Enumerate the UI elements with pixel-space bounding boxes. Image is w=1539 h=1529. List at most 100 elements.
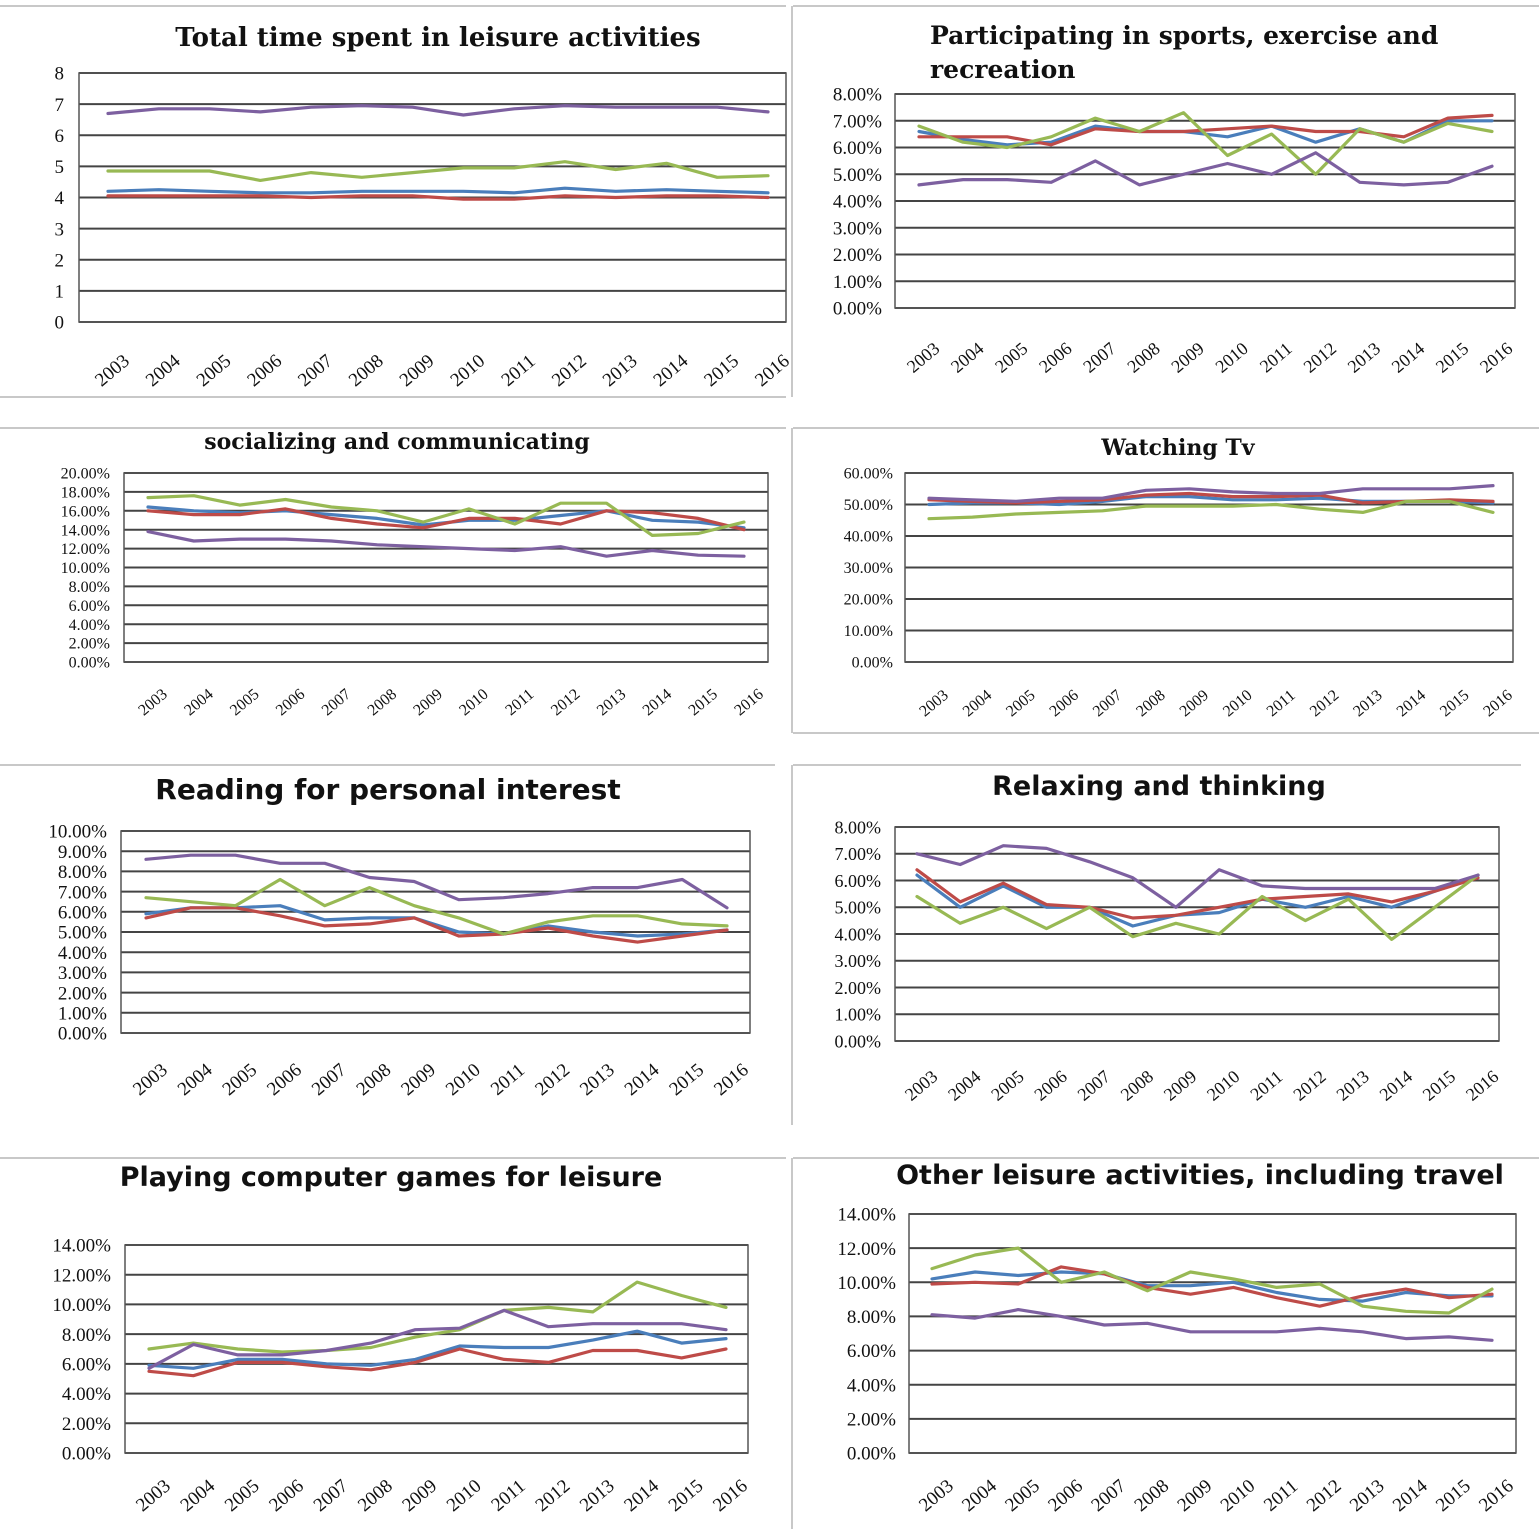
x-tick-label: 2010 xyxy=(442,1060,485,1101)
plot-frame xyxy=(124,1244,749,1454)
x-tick-label: 2005 xyxy=(193,351,236,392)
y-tick-label: 6.00% xyxy=(847,1341,896,1362)
x-tick-label: 2013 xyxy=(1350,687,1385,721)
y-tick-label: 4.00% xyxy=(62,1384,111,1405)
x-tick-label: 2013 xyxy=(1344,338,1384,376)
y-tick-label: 4.00% xyxy=(847,1375,896,1396)
x-tick-label: 2008 xyxy=(1133,687,1168,721)
series-line-red xyxy=(915,868,1480,920)
x-tick-label: 2009 xyxy=(1174,1476,1217,1517)
x-tick-label: 2005 xyxy=(991,338,1031,376)
x-tick-label: 2012 xyxy=(1300,338,1340,376)
y-tick-label: 6 xyxy=(55,126,65,147)
x-tick-label: 2004 xyxy=(174,1059,217,1100)
chart-title: Other leisure activities, including trav… xyxy=(896,1160,1504,1191)
x-tick-label: 2007 xyxy=(308,1060,351,1101)
x-tick-label: 2012 xyxy=(532,1476,575,1517)
y-tick-label: 0.00% xyxy=(69,655,110,672)
series-line-red xyxy=(930,1265,1494,1308)
y-tick-label: 5.00% xyxy=(58,923,107,944)
y-tick-label: 4 xyxy=(55,188,65,209)
series-line-purple xyxy=(917,151,1494,187)
series-line-blue xyxy=(930,1270,1494,1303)
y-tick-label: 14.00% xyxy=(52,1236,111,1257)
x-tick-label: 2005 xyxy=(987,1066,1027,1104)
x-tick-label: 2014 xyxy=(640,686,675,720)
x-tick-label: 2006 xyxy=(1047,687,1082,721)
series-line-red xyxy=(146,507,746,532)
y-tick-label: 16.00% xyxy=(61,503,110,520)
y-tick-label: 0.00% xyxy=(833,299,882,320)
x-tick-label: 2011 xyxy=(1246,1066,1286,1104)
y-tick-label: 50.00% xyxy=(844,497,893,514)
x-tick-label: 2016 xyxy=(710,1060,753,1101)
plot-frame xyxy=(123,472,769,663)
x-tick-label: 2014 xyxy=(650,350,693,391)
x-tick-label: 2016 xyxy=(1462,1066,1502,1104)
x-tick-label: 2006 xyxy=(273,686,308,720)
x-tick-label: 2013 xyxy=(1332,1066,1372,1104)
x-tick-label: 2004 xyxy=(142,350,185,391)
y-tick-label: 40.00% xyxy=(844,529,893,546)
y-tick-label: 0.00% xyxy=(835,1031,882,1051)
series-line-purple xyxy=(146,529,746,558)
y-tick-label: 5.00% xyxy=(833,165,882,186)
chart-panel-3: socializing and communicating 0.00% 2.00% 4… xyxy=(61,429,769,720)
x-tick-label: 2014 xyxy=(1388,338,1428,376)
series-line-red xyxy=(144,906,729,944)
y-tick-label: 8.00% xyxy=(833,85,882,106)
x-tick-label: 2004 xyxy=(944,1066,984,1104)
series-line-green xyxy=(146,494,746,538)
x-tick-label: 2006 xyxy=(265,1476,308,1517)
x-tick-label: 2008 xyxy=(353,1060,396,1101)
x-tick-label: 2011 xyxy=(487,1060,529,1100)
y-tick-label: 1.00% xyxy=(833,272,882,293)
y-tick-label: 2.00% xyxy=(69,636,110,653)
x-tick-label: 2011 xyxy=(1264,687,1299,720)
y-tick-label: 6.00% xyxy=(69,598,110,615)
x-tick-label: 2011 xyxy=(502,686,537,719)
x-tick-label: 2014 xyxy=(621,1059,664,1100)
x-tick-label: 2003 xyxy=(916,687,951,721)
series-line-purple xyxy=(144,853,729,910)
x-tick-label: 2008 xyxy=(1117,1066,1157,1104)
x-tick-label: 2007 xyxy=(1079,338,1119,376)
y-tick-label: 5 xyxy=(55,157,65,178)
x-tick-label: 2005 xyxy=(227,686,262,720)
x-tick-label: 2014 xyxy=(620,1475,663,1516)
series-line-red xyxy=(917,113,1494,147)
chart-title: Reading for personal interest xyxy=(155,773,620,806)
x-tick-label: 2008 xyxy=(365,686,400,720)
series-line-green xyxy=(927,499,1495,521)
y-tick-label: 14.00% xyxy=(61,522,110,539)
y-tick-label: 12.00% xyxy=(52,1265,111,1286)
series-line-green xyxy=(930,1246,1494,1315)
x-tick-label: 2009 xyxy=(396,351,439,392)
x-tick-label: 2008 xyxy=(1123,338,1163,376)
x-tick-label: 2010 xyxy=(1211,338,1251,376)
x-tick-label: 2016 xyxy=(709,1476,752,1517)
x-tick-label: 2005 xyxy=(1003,687,1038,721)
x-tick-label: 2014 xyxy=(1394,687,1429,721)
x-tick-label: 2013 xyxy=(576,1476,619,1517)
series-line-purple xyxy=(927,484,1495,503)
y-tick-label: 2.00% xyxy=(58,983,107,1004)
y-tick-label: 0.00% xyxy=(852,655,893,672)
y-tick-label: 0.00% xyxy=(62,1444,111,1465)
series-line-red xyxy=(147,1347,728,1378)
y-tick-label: 3.00% xyxy=(58,963,107,984)
x-tick-label: 2010 xyxy=(1220,687,1255,721)
series-line-green xyxy=(144,877,729,936)
y-tick-label: 0.00% xyxy=(847,1444,896,1465)
series-line-blue xyxy=(144,904,729,938)
x-tick-label: 2003 xyxy=(129,1060,172,1101)
x-tick-label: 2012 xyxy=(1303,1476,1346,1517)
y-tick-label: 10.00% xyxy=(61,560,110,577)
chart-title: Participating in sports, exercise and xyxy=(930,21,1438,50)
y-tick-label: 60.00% xyxy=(844,466,893,483)
y-tick-label: 12.00% xyxy=(837,1239,896,1260)
x-tick-label: 2015 xyxy=(1419,1066,1459,1104)
x-tick-label: 2012 xyxy=(1307,687,1342,721)
y-tick-label: 30.00% xyxy=(844,560,893,577)
x-tick-label: 2015 xyxy=(1432,338,1472,376)
